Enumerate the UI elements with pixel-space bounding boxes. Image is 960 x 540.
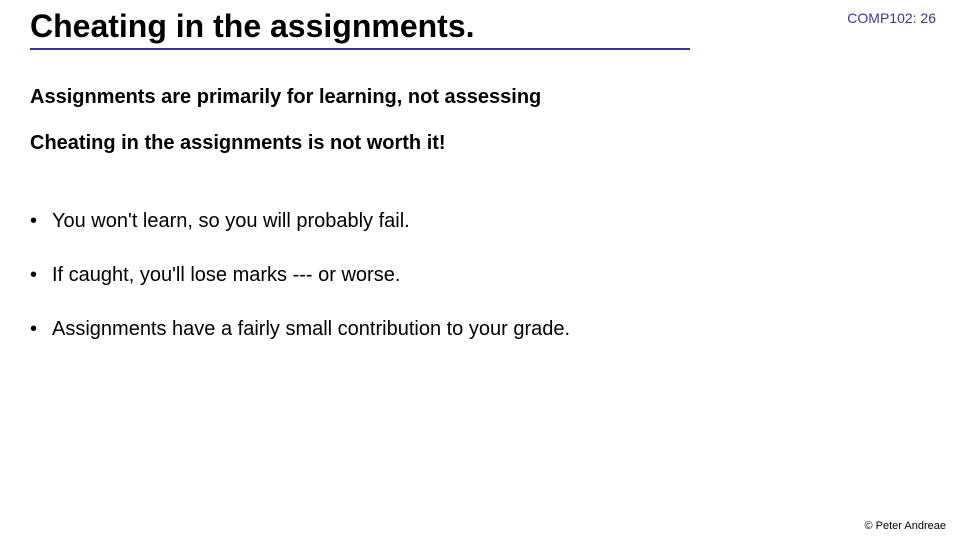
bullet-list: • You won't learn, so you will probably …	[30, 208, 910, 370]
list-item: • You won't learn, so you will probably …	[30, 208, 910, 234]
bullet-text: Assignments have a fairly small contribu…	[52, 316, 570, 342]
bullet-icon: •	[30, 262, 52, 288]
page-title: Cheating in the assignments.	[30, 8, 475, 49]
list-item: • If caught, you'll lose marks --- or wo…	[30, 262, 910, 288]
footer-credit: © Peter Andreae	[865, 520, 947, 532]
title-underline	[30, 48, 690, 50]
bullet-icon: •	[30, 208, 52, 234]
bullet-text: If caught, you'll lose marks --- or wors…	[52, 262, 400, 288]
list-item: • Assignments have a fairly small contri…	[30, 316, 910, 342]
subheading-1: Assignments are primarily for learning, …	[30, 86, 541, 109]
bullet-text: You won't learn, so you will probably fa…	[52, 208, 410, 234]
bullet-icon: •	[30, 316, 52, 342]
course-label: COMP102: 26	[847, 10, 936, 26]
subheading-2: Cheating in the assignments is not worth…	[30, 132, 446, 155]
